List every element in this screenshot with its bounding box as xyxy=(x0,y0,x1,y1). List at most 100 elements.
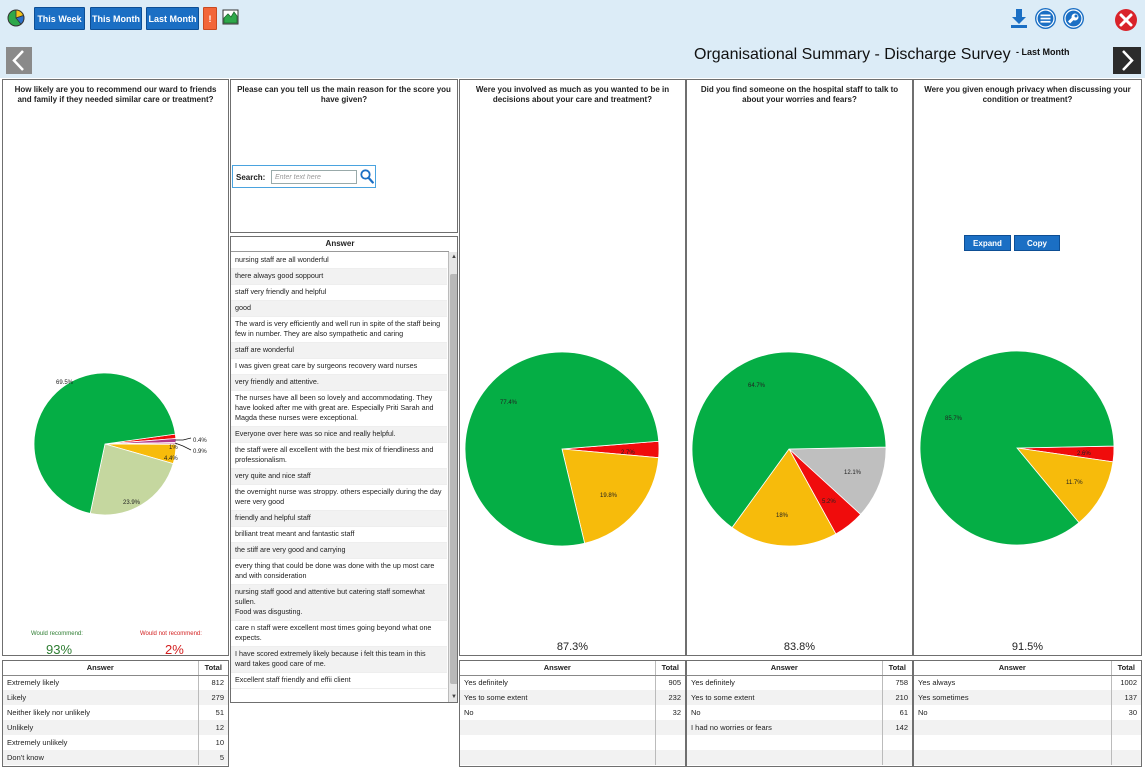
table-row[interactable] xyxy=(460,750,685,765)
download-icon[interactable] xyxy=(1008,7,1030,29)
table-row[interactable]: Extremely likely 812 xyxy=(3,675,228,690)
column-header-total: Total xyxy=(881,661,912,676)
table-row[interactable]: Yes definitely 905 xyxy=(460,675,685,690)
recommend-pie-chart: 69.5% 23.9% 4.4% 1% 0.4% 0.9% xyxy=(33,372,207,516)
comment-row[interactable]: good xyxy=(231,301,447,317)
pie-slice[interactable] xyxy=(787,446,887,515)
answer-cell: Don't know xyxy=(3,750,198,765)
comment-row[interactable]: the overnight nurse was stroppy. others … xyxy=(231,485,447,511)
table-row[interactable]: No 32 xyxy=(460,705,685,720)
table-row[interactable]: No 30 xyxy=(914,705,1141,720)
question-worries: Did you find someone on the hospital sta… xyxy=(700,85,899,104)
question-recommend: How likely are you to recommend our ward… xyxy=(14,85,217,104)
search-input[interactable] xyxy=(271,170,357,184)
pie-chart-logo-icon[interactable] xyxy=(7,9,25,27)
expand-button[interactable]: Expand xyxy=(964,235,1011,251)
alert-button[interactable]: ! xyxy=(203,7,217,30)
comment-row[interactable]: brilliant treat meant and fantastic staf… xyxy=(231,527,447,543)
comments-list: Answer nursing staff are all wonderful th… xyxy=(230,236,458,703)
answer-cell: Yes definitely xyxy=(464,678,508,688)
pie-slice[interactable] xyxy=(561,448,660,544)
menu-icon[interactable] xyxy=(1034,7,1057,30)
table-row[interactable] xyxy=(914,735,1141,750)
comment-row[interactable]: nursing staff good and attentive but cat… xyxy=(231,585,447,621)
comment-row[interactable]: Excellent staff friendly and effii clien… xyxy=(231,673,447,689)
table-row[interactable]: No 61 xyxy=(687,705,912,720)
this-month-button[interactable]: This Month xyxy=(90,7,142,30)
previous-arrow-button[interactable] xyxy=(6,47,32,74)
comment-row[interactable]: very friendly and attentive. xyxy=(231,375,447,391)
settings-wrench-icon[interactable] xyxy=(1062,7,1085,30)
empty-cell xyxy=(460,750,655,765)
area-chart-icon[interactable] xyxy=(222,9,239,25)
close-icon[interactable] xyxy=(1114,8,1138,32)
table-row[interactable]: Neither likely nor unlikely 51 xyxy=(3,705,228,720)
search-icon[interactable] xyxy=(360,169,374,184)
comment-row[interactable]: there always good soppourt xyxy=(231,269,447,285)
answer-cell: Extremely unlikely xyxy=(7,738,68,747)
pie-slice[interactable] xyxy=(691,351,887,529)
total-cell: 1002 xyxy=(1110,675,1141,690)
table-row[interactable]: Yes sometimes 137 xyxy=(914,690,1141,705)
table-row[interactable] xyxy=(687,750,912,765)
comment-row[interactable]: The ward is very efficiently and well ru… xyxy=(231,317,447,343)
privacy-panel: Were you given enough privacy when discu… xyxy=(913,79,1142,656)
comment-row[interactable]: I have scored extremely likely because i… xyxy=(231,647,447,673)
scroll-up-icon[interactable]: ▲ xyxy=(451,254,457,260)
comments-header: Answer xyxy=(231,237,449,252)
pie-label: 11.7% xyxy=(1066,480,1083,486)
empty-cell xyxy=(1110,750,1141,765)
last-month-button[interactable]: Last Month xyxy=(146,7,199,30)
pie-slice[interactable] xyxy=(464,351,660,547)
pie-slice[interactable] xyxy=(731,448,837,547)
table-row[interactable]: I had no worries or fears 142 xyxy=(687,720,912,735)
comment-row[interactable]: I was given great care by surgeons recov… xyxy=(231,359,447,375)
scroll-down-icon[interactable]: ▼ xyxy=(451,694,457,700)
search-label: Search: xyxy=(236,173,266,182)
pie-slice[interactable] xyxy=(919,350,1115,546)
empty-cell xyxy=(881,735,912,750)
empty-cell xyxy=(1110,735,1141,750)
comment-row[interactable]: staff are wonderful xyxy=(231,343,447,359)
this-week-button[interactable]: This Week xyxy=(34,7,85,30)
pie-label: 2.7% xyxy=(621,450,635,456)
pie-slice[interactable] xyxy=(89,443,174,516)
table-row[interactable]: Yes to some extent 232 xyxy=(460,690,685,705)
table-row[interactable] xyxy=(460,720,685,735)
reason-panel: Please can you tell us the main reason f… xyxy=(230,79,458,233)
comment-row[interactable]: The nurses have all been so lovely and a… xyxy=(231,391,447,427)
privacy-pie-chart: 85.7% 11.7% 2.6% xyxy=(919,350,1115,546)
comments-scrollbar[interactable]: ▲ ▼ xyxy=(448,252,457,702)
comment-row[interactable]: nursing staff are all wonderful xyxy=(231,253,447,269)
table-row[interactable]: Unlikely 12 xyxy=(3,720,228,735)
table-row[interactable]: Don't know 5 xyxy=(3,750,228,765)
scroll-thumb[interactable] xyxy=(450,274,457,684)
comment-row[interactable]: Everyone over here was so nice and reall… xyxy=(231,427,447,443)
table-row[interactable] xyxy=(460,735,685,750)
table-row[interactable] xyxy=(914,720,1141,735)
total-cell: 210 xyxy=(881,690,912,705)
empty-cell xyxy=(654,750,685,765)
next-arrow-button[interactable] xyxy=(1113,47,1141,74)
answer-cell: Yes to some extent xyxy=(460,690,655,705)
empty-cell xyxy=(460,720,655,735)
table-row[interactable]: Extremely unlikely 10 xyxy=(3,735,228,750)
table-row[interactable]: Likely 279 xyxy=(3,690,228,705)
comment-row[interactable]: very quite and nice staff xyxy=(231,469,447,485)
empty-cell xyxy=(654,735,685,750)
comment-row[interactable]: staff very friendly and helpful xyxy=(231,285,447,301)
comment-row[interactable]: the staff were all excellent with the be… xyxy=(231,443,447,469)
table-row[interactable]: Yes to some extent 210 xyxy=(687,690,912,705)
comment-row[interactable]: friendly and helpful staff xyxy=(231,511,447,527)
comment-row[interactable]: every thing that could be done was done … xyxy=(231,559,447,585)
table-row[interactable]: Yes definitely 758 xyxy=(687,675,912,690)
table-row[interactable]: Yes always 1002 xyxy=(914,675,1141,690)
pie-slice[interactable] xyxy=(1016,447,1114,524)
comment-row[interactable]: care n staff were excellent most times g… xyxy=(231,621,447,647)
pie-slice[interactable] xyxy=(33,372,176,514)
table-row[interactable] xyxy=(914,750,1141,765)
comment-row[interactable]: the stiff are very good and carrying xyxy=(231,543,447,559)
table-row[interactable] xyxy=(687,735,912,750)
copy-button[interactable]: Copy xyxy=(1014,235,1060,251)
involvement-summary: 87.3% xyxy=(556,641,589,653)
